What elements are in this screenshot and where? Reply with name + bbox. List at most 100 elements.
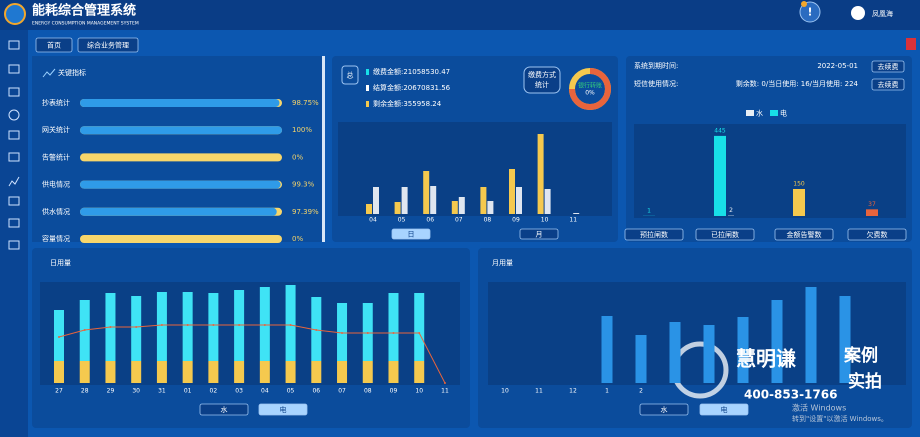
button-label: 日: [408, 231, 415, 239]
button[interactable]: [774, 228, 834, 241]
line-point: [212, 324, 215, 326]
bar-segment: [362, 361, 373, 383]
bar: [703, 325, 715, 383]
method-button-label[interactable]: 缴费方式统计: [528, 71, 556, 89]
alert-icon[interactable]: [799, 1, 821, 23]
bar: [509, 169, 515, 214]
nav-icon[interactable]: [8, 176, 20, 187]
donut-ring: [569, 68, 611, 110]
button[interactable]: [199, 403, 249, 416]
button-label: 水: [661, 405, 668, 414]
indicator-value: 100%: [292, 126, 312, 134]
bar-segment: [311, 361, 322, 383]
donut-label: 银行转账: [578, 82, 602, 90]
button[interactable]: [847, 228, 907, 241]
x-tick-label: 07: [338, 388, 346, 395]
sms-label: 短信使用情况:: [634, 79, 678, 88]
button[interactable]: [695, 228, 755, 241]
line-point: [135, 326, 138, 328]
button[interactable]: [699, 403, 749, 416]
nav-icon[interactable]: [8, 130, 20, 140]
line-point: [366, 332, 369, 334]
line-point: [109, 326, 112, 328]
nav-icon[interactable]: [8, 152, 20, 162]
bar-segment: [208, 361, 219, 383]
button-label: 电: [280, 405, 287, 414]
bar: [516, 187, 522, 214]
bar: [805, 287, 817, 383]
x-tick-label: 31: [158, 388, 166, 395]
nav-icon[interactable]: [8, 240, 20, 250]
bar: [669, 322, 681, 383]
nav-icon[interactable]: [8, 196, 20, 206]
close-tab[interactable]: [906, 38, 916, 50]
legend-label: 水: [756, 109, 763, 118]
total-badge-box: [341, 65, 359, 85]
bar: [430, 186, 437, 214]
x-tick-label: 10: [415, 388, 423, 395]
button[interactable]: [871, 78, 905, 91]
bar-segment: [182, 292, 193, 361]
button[interactable]: [519, 228, 559, 240]
scrollbar[interactable]: [322, 56, 325, 242]
bar-segment: [156, 292, 167, 361]
bar: [366, 204, 372, 214]
bar: [458, 197, 465, 214]
bar: [601, 316, 613, 383]
button-label: 金额告警数: [787, 230, 822, 239]
bar: [401, 187, 408, 214]
x-tick-label: 27: [55, 388, 63, 395]
nav-icon[interactable]: [8, 64, 20, 74]
bar-segment: [54, 310, 64, 361]
nav-icon[interactable]: [8, 218, 20, 228]
bar-segment: [285, 361, 296, 383]
legend-label: 电: [780, 109, 787, 118]
bar-segment: [388, 361, 399, 383]
bar-segment: [388, 293, 399, 361]
line-point: [238, 324, 241, 326]
x-tick-label: 03: [235, 388, 243, 395]
amount-line: 结算金额:20670831.56: [373, 83, 451, 92]
method-button[interactable]: 缴费方式统计: [526, 70, 558, 92]
alert-dot: [801, 1, 807, 7]
button[interactable]: [624, 228, 684, 241]
bar: [771, 300, 783, 383]
button[interactable]: [871, 60, 905, 73]
progress-bar: [80, 207, 277, 216]
bar: [537, 134, 544, 214]
nav-icon[interactable]: [8, 87, 20, 97]
user-avatar[interactable]: [851, 6, 865, 20]
button-label: 月: [536, 231, 543, 239]
nav-icon[interactable]: [8, 40, 20, 50]
line-point: [58, 336, 60, 338]
x-tick-label: 29: [107, 388, 115, 395]
plot-area: [488, 282, 906, 385]
x-tick-label: 09: [390, 388, 398, 395]
method-button-box[interactable]: [523, 66, 561, 94]
indicator-label: 网关统计: [42, 125, 70, 134]
button[interactable]: [258, 403, 308, 416]
nav-icon[interactable]: [8, 109, 20, 121]
button[interactable]: [77, 37, 139, 53]
watermark-phone: 400-853-1766: [744, 388, 837, 402]
value-label: 150: [793, 181, 805, 188]
alert-label: !: [807, 6, 812, 19]
x-tick-label: 06: [312, 388, 320, 395]
value-label: 445: [714, 127, 726, 134]
sidebar-icons[interactable]: [8, 40, 20, 250]
panel-title: 关键指标: [58, 68, 86, 77]
watermark-tag: 实拍: [848, 371, 882, 392]
line-point: [263, 324, 266, 326]
x-tick-label: 07: [455, 217, 463, 224]
button[interactable]: [391, 228, 431, 240]
bar-segment: [285, 285, 296, 361]
button[interactable]: [639, 403, 689, 416]
button[interactable]: [35, 37, 73, 53]
line-point: [186, 324, 189, 326]
watermark-tag: 案例: [843, 345, 878, 366]
bar: [423, 171, 430, 214]
button-label: 电: [721, 405, 728, 414]
indicator-value: 99.3%: [292, 181, 315, 189]
button-label: 已拉闸数: [711, 230, 739, 239]
